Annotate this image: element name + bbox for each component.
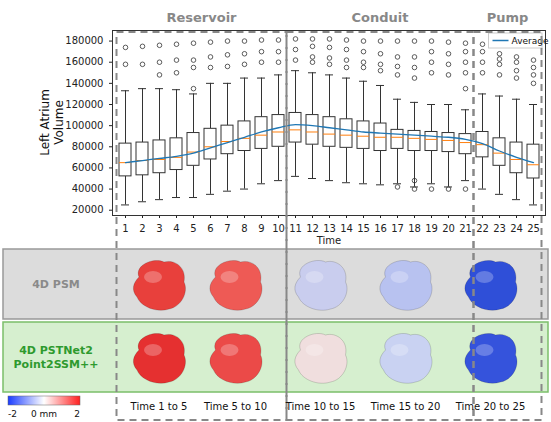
svg-text:60000: 60000 [72,162,104,173]
svg-text:Point2SSM++: Point2SSM++ [14,358,99,371]
svg-text:120000: 120000 [65,99,103,110]
svg-text:2: 2 [74,409,80,419]
svg-text:4D PSTNet2: 4D PSTNet2 [19,344,93,357]
svg-text:Average: Average [512,36,549,46]
svg-text:140000: 140000 [65,78,103,89]
svg-text:16: 16 [374,223,387,234]
svg-text:18: 18 [408,223,421,234]
svg-text:12: 12 [306,223,319,234]
svg-text:15: 15 [357,223,370,234]
svg-text:Left Atrium: Left Atrium [38,89,52,156]
svg-text:-2: -2 [8,409,17,419]
svg-text:Conduit: Conduit [352,10,409,25]
svg-text:5: 5 [190,223,196,234]
svg-text:Time 10 to 15: Time 10 to 15 [285,401,356,412]
svg-text:14: 14 [340,223,353,234]
svg-text:Time 15 to 20: Time 15 to 20 [370,401,441,412]
svg-text:6: 6 [207,223,213,234]
svg-text:1: 1 [122,223,128,234]
svg-text:20000: 20000 [72,204,104,215]
svg-text:Time 20 to 25: Time 20 to 25 [455,401,526,412]
svg-text:Time 1 to 5: Time 1 to 5 [130,401,188,412]
svg-text:17: 17 [391,223,404,234]
svg-text:10: 10 [272,223,285,234]
svg-text:Time: Time [316,235,341,246]
svg-text:21: 21 [459,223,472,234]
svg-text:Reservoir: Reservoir [166,10,237,25]
svg-text:Volume: Volume [52,100,66,145]
svg-text:13: 13 [323,223,336,234]
svg-text:22: 22 [476,223,489,234]
svg-text:180000: 180000 [65,35,103,46]
svg-text:19: 19 [425,223,438,234]
svg-text:4: 4 [173,223,179,234]
svg-text:4D PSM: 4D PSM [32,278,80,291]
svg-text:0 mm: 0 mm [31,409,57,419]
svg-text:3: 3 [156,223,162,234]
svg-text:160000: 160000 [65,56,103,67]
svg-text:40000: 40000 [72,183,104,194]
svg-text:Pump: Pump [487,10,529,25]
svg-text:23: 23 [493,223,506,234]
svg-text:80000: 80000 [72,141,104,152]
svg-text:2: 2 [139,223,145,234]
svg-text:8: 8 [241,223,247,234]
svg-text:9: 9 [258,223,264,234]
svg-text:11: 11 [289,223,302,234]
svg-text:20: 20 [442,223,455,234]
svg-text:100000: 100000 [65,120,103,131]
svg-text:24: 24 [510,223,523,234]
svg-text:25: 25 [527,223,540,234]
svg-text:7: 7 [224,223,230,234]
svg-text:Time 5 to 10: Time 5 to 10 [203,401,267,412]
